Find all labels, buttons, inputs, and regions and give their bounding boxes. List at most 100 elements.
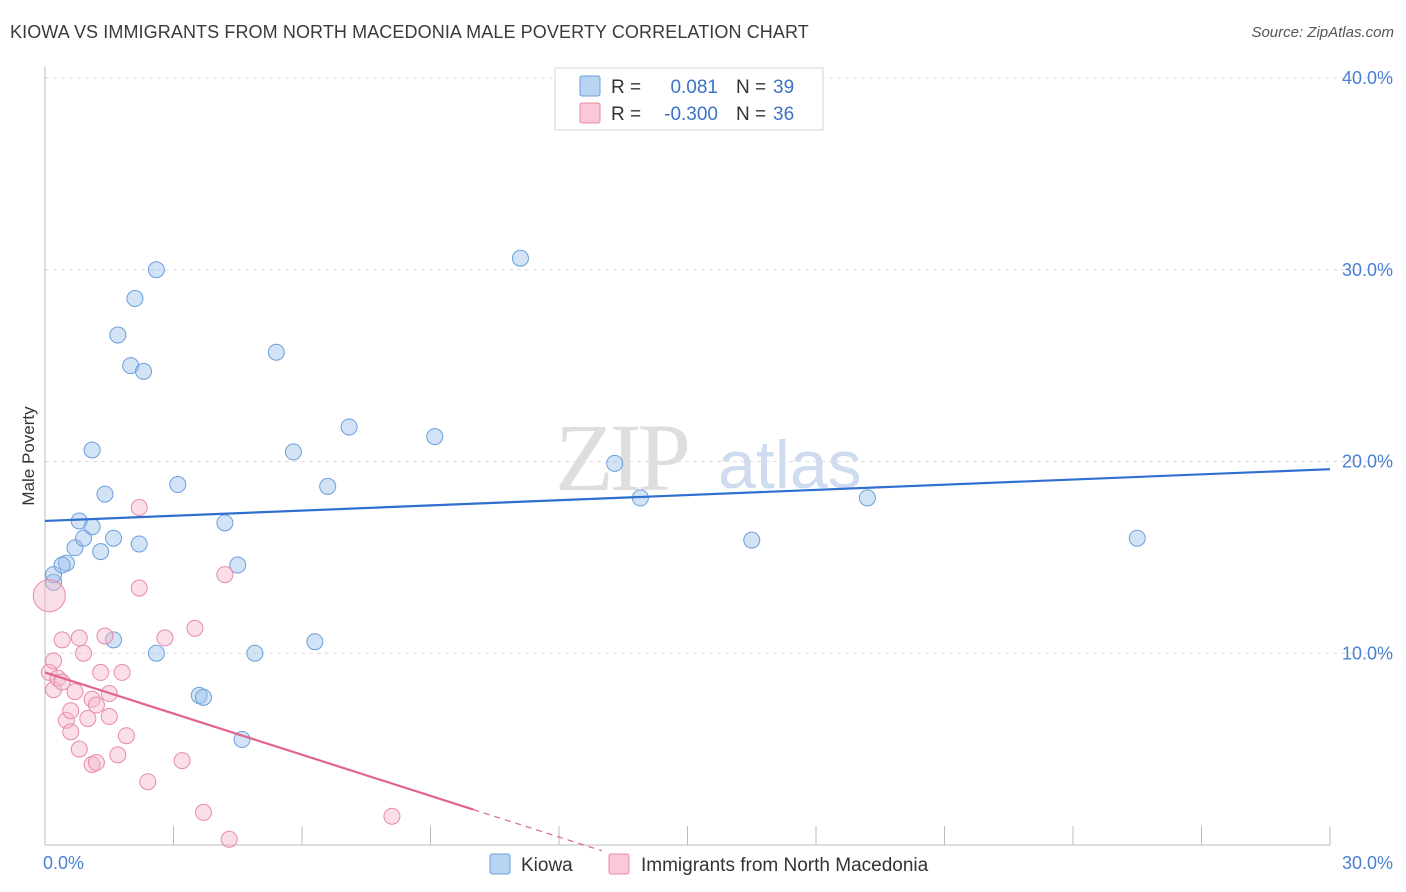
bottom-legend-swatch-macedonia[interactable] xyxy=(608,853,630,875)
macedonia-point xyxy=(62,723,80,741)
macedonia-point xyxy=(96,627,114,645)
legend-swatch-kiowa xyxy=(579,75,601,97)
source-label: Source: ZipAtlas.com xyxy=(1251,24,1394,41)
macedonia-point xyxy=(109,746,127,764)
kiowa-point xyxy=(169,476,187,494)
kiowa-point xyxy=(267,343,285,361)
macedonia-point xyxy=(87,696,105,714)
kiowa-point xyxy=(92,543,110,561)
macedonia-point xyxy=(186,619,204,637)
kiowa-point xyxy=(858,489,876,507)
legend-r-label-macedonia: R = xyxy=(611,104,641,125)
kiowa-point xyxy=(1128,529,1146,547)
macedonia-point xyxy=(32,579,66,613)
kiowa-point xyxy=(216,514,234,532)
kiowa-point xyxy=(190,686,208,704)
macedonia-point xyxy=(70,629,88,647)
y-axis-label: Male Poverty xyxy=(19,406,38,506)
macedonia-point xyxy=(53,673,71,691)
kiowa-point xyxy=(45,566,63,584)
kiowa-point xyxy=(340,418,358,436)
macedonia-point xyxy=(117,727,135,745)
kiowa-point xyxy=(306,633,324,651)
macedonia-point xyxy=(113,663,131,681)
y-tick-label: 40.0% xyxy=(1342,68,1393,88)
macedonia-point xyxy=(83,755,101,773)
macedonia-point xyxy=(79,709,97,727)
kiowa-point xyxy=(246,644,264,662)
kiowa-point xyxy=(83,441,101,459)
macedonia-point xyxy=(87,754,105,772)
macedonia-point xyxy=(130,499,148,517)
kiowa-point xyxy=(319,477,337,495)
kiowa-point xyxy=(96,485,114,503)
legend-r-label-kiowa: R = xyxy=(611,77,641,98)
bottom-legend-swatch-kiowa[interactable] xyxy=(489,853,511,875)
macedonia-point xyxy=(62,702,80,720)
kiowa-point xyxy=(126,290,144,308)
macedonia-point xyxy=(194,803,212,821)
macedonia-point xyxy=(156,629,174,647)
y-tick-labels: 10.0% 20.0% 30.0% 40.0% xyxy=(1342,68,1393,663)
legend-n-label-macedonia: N = xyxy=(736,104,766,125)
macedonia-trend-line-extension xyxy=(473,809,603,852)
legend-r-value-kiowa: 0.081 xyxy=(670,77,718,98)
y-tick-label: 20.0% xyxy=(1342,452,1393,472)
x-tick-label-min: 0.0% xyxy=(43,853,84,873)
macedonia-point xyxy=(100,708,118,726)
bottom-legend-label-kiowa[interactable]: Kiowa xyxy=(521,855,573,876)
kiowa-point xyxy=(233,731,251,749)
macedonia-point xyxy=(383,807,401,825)
macedonia-point xyxy=(70,740,88,758)
kiowa-point xyxy=(75,529,93,547)
kiowa-point xyxy=(426,428,444,446)
kiowa-point xyxy=(135,362,153,380)
kiowa-point xyxy=(511,249,529,267)
kiowa-point xyxy=(147,644,165,662)
kiowa-point xyxy=(194,688,212,706)
macedonia-point xyxy=(216,566,234,584)
macedonia-point xyxy=(139,773,157,791)
legend-n-value-kiowa: 39 xyxy=(773,77,794,98)
macedonia-point xyxy=(75,644,93,662)
kiowa-point xyxy=(109,326,127,344)
kiowa-point xyxy=(284,443,302,461)
chart-title: KIOWA VS IMMIGRANTS FROM NORTH MACEDONIA… xyxy=(10,22,809,42)
data-points xyxy=(32,249,1146,848)
kiowa-point xyxy=(66,539,84,557)
y-tick-label: 10.0% xyxy=(1342,643,1393,663)
y-tick-label: 30.0% xyxy=(1342,260,1393,280)
macedonia-point xyxy=(45,652,63,670)
legend-swatch-macedonia xyxy=(579,102,601,124)
kiowa-point xyxy=(606,454,624,472)
axes xyxy=(44,67,1331,846)
kiowa-point xyxy=(229,556,247,574)
kiowa-point xyxy=(147,261,165,279)
macedonia-trend-line xyxy=(44,671,474,811)
kiowa-point xyxy=(105,529,123,547)
macedonia-point xyxy=(130,579,148,597)
kiowa-point xyxy=(83,518,101,536)
legend-r-value-macedonia: -0.300 xyxy=(664,104,718,125)
macedonia-point xyxy=(92,663,110,681)
trend-lines xyxy=(44,468,1331,852)
kiowa-trend-line xyxy=(44,468,1331,523)
legend-n-value-macedonia: 36 xyxy=(773,104,794,125)
kiowa-point xyxy=(53,556,71,574)
macedonia-point xyxy=(66,683,84,701)
kiowa-point xyxy=(105,631,123,649)
macedonia-point xyxy=(53,631,71,649)
kiowa-point xyxy=(130,535,148,553)
kiowa-point xyxy=(743,531,761,549)
bottom-legend: Kiowa Immigrants from North Macedonia xyxy=(489,853,929,876)
bottom-legend-label-macedonia[interactable]: Immigrants from North Macedonia xyxy=(641,855,929,876)
kiowa-point xyxy=(57,554,75,572)
x-tick-label-max: 30.0% xyxy=(1342,853,1393,873)
legend-n-label-kiowa: N = xyxy=(736,77,766,98)
watermark-zip: ZIP xyxy=(555,404,688,511)
top-legend: R = 0.081 N = 39 R = -0.300 N = 36 xyxy=(554,67,824,131)
macedonia-point xyxy=(220,830,238,848)
macedonia-point xyxy=(173,752,191,770)
gridlines xyxy=(45,77,1392,654)
